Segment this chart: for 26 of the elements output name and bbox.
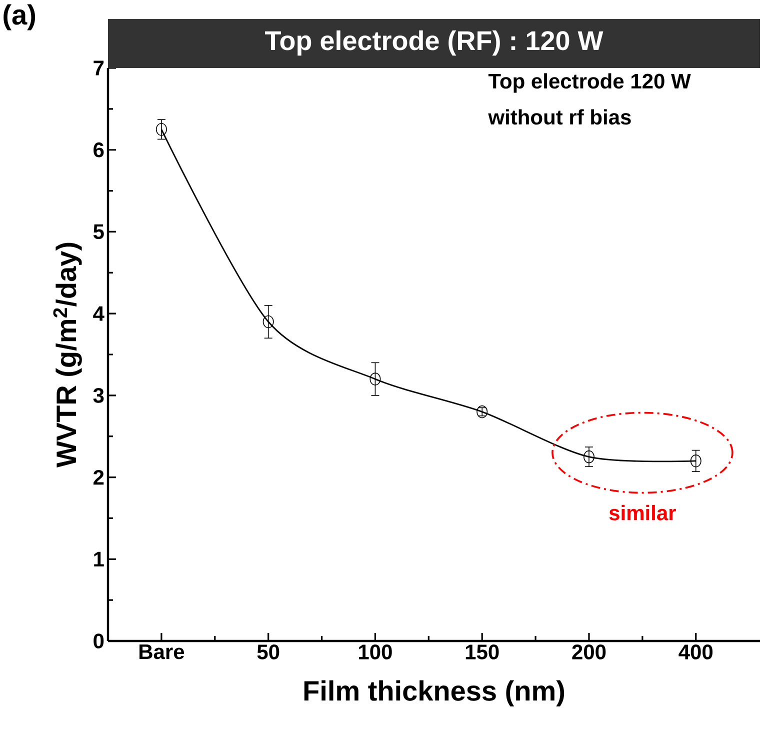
- point: [690, 454, 702, 468]
- chart-title: Top electrode (RF) : 120 W: [265, 30, 604, 56]
- x-tick-label: 100: [359, 644, 392, 660]
- y-tick-label: 1: [94, 552, 104, 566]
- x-tick-label: 200: [572, 644, 606, 660]
- annotation: similar: [609, 504, 676, 520]
- y-tick-label: 4: [93, 306, 104, 321]
- x-tick-label: Bare: [140, 644, 184, 660]
- annotation: Top electrode 120 W: [488, 73, 691, 93]
- y-tick-label: 3: [93, 388, 104, 403]
- y-axis-title: WVTR (g/m$^{2}$/day): [53, 242, 82, 468]
- y-tick-label: 7: [94, 60, 104, 76]
- point: [583, 450, 594, 464]
- text: (a): [4, 4, 36, 30]
- point: [262, 315, 274, 328]
- x-tick-label: 400: [678, 644, 713, 660]
- x-tick-label: 150: [466, 644, 499, 660]
- y-tick-label: 0: [94, 634, 104, 648]
- annotation: without rf bias: [488, 109, 631, 125]
- y-tick-label: 6: [94, 142, 104, 158]
- point: [156, 123, 167, 136]
- y-tick-label: 2: [94, 470, 104, 485]
- x-tick-label: 50: [257, 644, 280, 660]
- y-tick-label: 5: [93, 224, 104, 240]
- point: [370, 372, 381, 386]
- x-axis-title: Film thickness (nm): [304, 680, 564, 706]
